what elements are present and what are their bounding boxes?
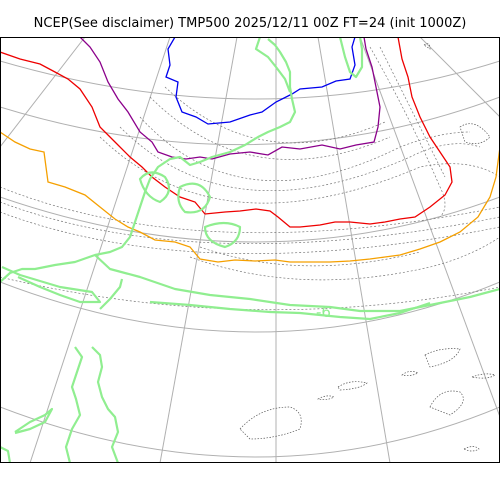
isotherm-orange bbox=[0, 131, 500, 263]
isotherm-green-island-3 bbox=[203, 221, 242, 249]
map-panel[interactable]: -6 bbox=[0, 37, 500, 463]
graticule-meridian-lines bbox=[0, 37, 500, 463]
map-title: NCEP(See disclaimer) TMP500 2025/12/11 0… bbox=[33, 16, 467, 31]
isotherm-purple bbox=[79, 37, 381, 160]
isotherm-blue bbox=[165, 37, 356, 125]
isotherm-green-west-2 bbox=[99, 278, 124, 310]
contour-value-label: -6 bbox=[316, 303, 331, 321]
isotherm-green-island-2 bbox=[177, 182, 212, 214]
isotherm-green-north-2 bbox=[254, 37, 292, 93]
isotherm-green-band bbox=[149, 300, 431, 321]
isotherm-green-south-coast-2 bbox=[91, 346, 120, 463]
minor-isotherm-lines bbox=[0, 46, 500, 311]
isotherm-green-primary bbox=[0, 38, 297, 283]
isotherm-green-south-coast bbox=[64, 346, 84, 463]
isotherm-green-north bbox=[338, 37, 364, 79]
coastlines bbox=[239, 43, 496, 452]
isotherm-green-lower bbox=[94, 254, 500, 313]
isotherm-red bbox=[0, 37, 453, 228]
isotherm-green-island bbox=[138, 171, 171, 204]
isotherm-green-secondary bbox=[1, 265, 102, 304]
isotherm-green-sw bbox=[0, 446, 12, 463]
isotherm-green-west bbox=[14, 407, 54, 435]
